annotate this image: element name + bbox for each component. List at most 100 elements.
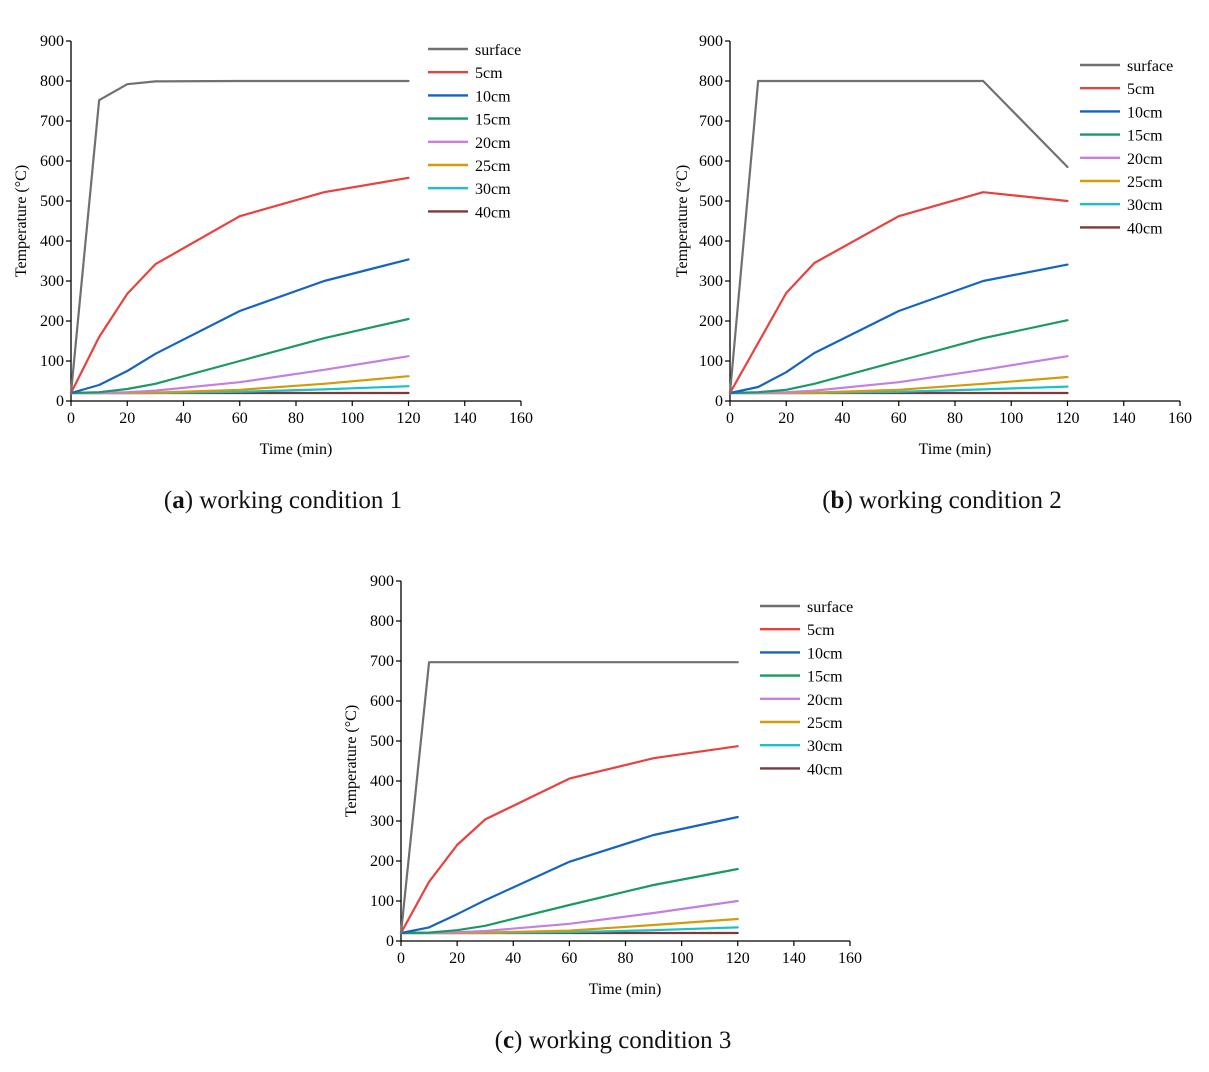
series-line-15cm [69,317,410,395]
caption-close-paren: ) [185,487,193,514]
caption-text: working condition 1 [193,487,402,514]
x-tick-label: 140 [782,950,806,967]
caption-text: working condition 2 [853,487,1062,514]
y-tick-label: 200 [699,313,723,330]
x-axis-title: Time (min) [919,441,992,458]
series-line-5cm [69,176,410,395]
series-line-10cm [69,258,410,395]
x-tick-label: 140 [453,410,477,427]
x-tick-label: 40 [835,410,851,427]
x-tick-label: 120 [726,950,750,967]
legend-label-10cm: 10cm [1127,104,1163,121]
y-tick-label: 0 [56,393,64,410]
legend-label-15cm: 15cm [807,669,843,686]
y-tick-label: 300 [370,813,394,830]
caption-open-paren: ( [822,487,830,514]
legend-label-15cm: 15cm [1127,128,1163,145]
legend-label-25cm: 25cm [1127,174,1163,191]
panel-caption: (b) working condition 2 [822,487,1062,514]
y-tick-label: 600 [699,153,723,170]
legend-label-5cm: 5cm [475,65,503,82]
x-tick-label: 80 [618,950,634,967]
y-tick-label: 300 [699,273,723,290]
y-tick-label: 500 [699,193,723,210]
caption-text: working condition 3 [522,1027,731,1054]
legend-label-30cm: 30cm [1127,197,1163,214]
chart-panel-b: 0 100 200 300 400 500 600 700 800 900 0 20 40 60 80 100… [674,33,1192,514]
y-tick-label: 100 [699,353,723,370]
x-axis-title: Time (min) [260,441,333,458]
x-tick-label: 120 [1056,410,1080,427]
y-tick-label: 900 [370,573,394,590]
y-tick-label: 400 [40,233,64,250]
x-tick-label: 100 [340,410,364,427]
y-tick-label: 600 [370,693,394,710]
x-tick-label: 20 [119,410,135,427]
legend-label-10cm: 10cm [807,645,843,662]
x-tick-label: 120 [397,410,421,427]
x-tick-label: 0 [726,410,734,427]
series-line-15cm [399,867,739,935]
y-axis-title: Temperature (°C) [343,705,360,817]
caption-open-paren: ( [495,1027,503,1054]
series-line-15cm [728,319,1069,395]
y-tick-label: 900 [40,33,64,50]
caption-letter: c [503,1027,514,1054]
y-tick-label: 400 [370,773,394,790]
series-line-surface [69,79,410,395]
y-tick-label: 300 [40,273,64,290]
y-tick-label: 400 [699,233,723,250]
series-line-10cm [399,815,739,935]
series-line-5cm [728,191,1069,395]
legend-label-25cm: 25cm [807,715,843,732]
y-axis-title: Temperature (°C) [13,165,30,277]
caption-open-paren: ( [164,487,172,514]
legend-label-20cm: 20cm [807,692,843,709]
legend-label-30cm: 30cm [475,181,511,198]
legend-label-30cm: 30cm [807,738,843,755]
y-tick-label: 700 [40,113,64,130]
y-tick-label: 700 [699,113,723,130]
legend-label-20cm: 20cm [475,135,511,152]
x-tick-label: 20 [778,410,794,427]
y-tick-label: 800 [699,73,723,90]
x-tick-label: 80 [288,410,304,427]
legend-label-surface: surface [807,599,853,616]
legend-label-40cm: 40cm [475,204,511,221]
y-tick-label: 0 [715,393,723,410]
y-tick-label: 500 [40,193,64,210]
legend-label-20cm: 20cm [1127,151,1163,168]
y-tick-label: 200 [40,313,64,330]
series-line-surface [399,661,739,935]
caption-close-paren: ) [514,1027,522,1054]
legend-label-25cm: 25cm [475,158,511,175]
legend-label-15cm: 15cm [475,112,511,129]
y-tick-label: 800 [40,73,64,90]
y-tick-label: 800 [370,613,394,630]
x-tick-label: 60 [561,950,577,967]
legend-label-40cm: 40cm [807,761,843,778]
x-axis-title: Time (min) [589,981,662,998]
series-line-10cm [728,263,1069,395]
series-line-5cm [399,745,739,935]
x-tick-label: 0 [397,950,405,967]
x-tick-label: 100 [999,410,1023,427]
y-tick-label: 700 [370,653,394,670]
x-tick-label: 0 [67,410,75,427]
y-axis-title: Temperature (°C) [674,165,691,277]
caption-letter: a [172,487,185,514]
legend-label-5cm: 5cm [1127,81,1155,98]
chart-panel-a: 0 100 200 300 400 500 600 700 800 900 0 20 40 60 80 100… [13,33,533,514]
panel-caption: (a) working condition 1 [164,487,402,514]
panel-caption: (c) working condition 3 [495,1027,732,1054]
legend-label-10cm: 10cm [475,88,511,105]
y-tick-label: 600 [40,153,64,170]
y-tick-label: 200 [370,853,394,870]
y-tick-label: 100 [370,893,394,910]
y-tick-label: 0 [386,933,394,950]
x-tick-label: 140 [1112,410,1136,427]
caption-letter: b [831,487,845,514]
x-tick-label: 160 [509,410,533,427]
y-tick-label: 500 [370,733,394,750]
